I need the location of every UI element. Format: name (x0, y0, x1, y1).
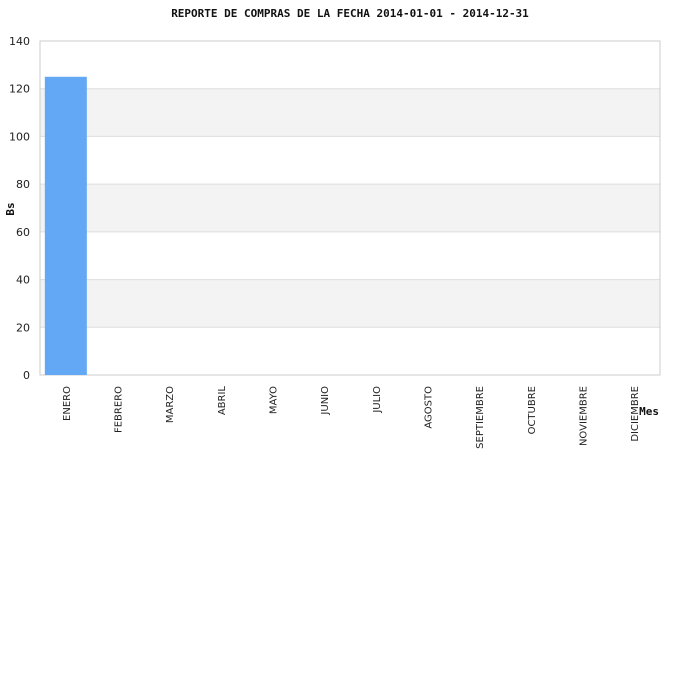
bars (44, 76, 87, 376)
y-tick-label: 60 (16, 226, 30, 239)
y-axis-label: Bs (4, 202, 17, 215)
x-tick-labels: ENERO FEBRERO MARZO ABRIL MAYO JUNIO JULIO AGOS… (62, 386, 641, 449)
grid-band (40, 88, 660, 137)
y-tick-label: 80 (16, 178, 30, 191)
y-tick-label: 0 (23, 369, 30, 382)
x-tick-label: MAYO (269, 386, 280, 414)
x-tick-label: FEBRERO (114, 386, 125, 433)
x-tick-label: JULIO (372, 386, 383, 414)
y-tick-label: 20 (16, 321, 30, 334)
x-tick-label: OCTUBRE (527, 386, 538, 434)
plot-frame (39, 40, 661, 376)
x-tick-label: MARZO (165, 386, 176, 423)
y-tick-label: 140 (9, 35, 30, 48)
x-tick-label: ENERO (62, 386, 73, 421)
gridlines (40, 40, 660, 376)
x-axis-label: Mes (639, 405, 659, 418)
x-tick-label: NOVIEMBRE (579, 386, 590, 446)
y-tick-labels: 0 20 40 60 80 100 120 140 (9, 35, 30, 382)
x-tick-label: SEPTIEMBRE (475, 386, 486, 449)
y-tick-label: 120 (9, 83, 30, 96)
bar-enero (44, 76, 87, 376)
x-tick-label: JUNIO (320, 386, 331, 416)
y-tick-label: 40 (16, 274, 30, 287)
grid-band (40, 279, 660, 328)
x-tick-label: DICIEMBRE (630, 386, 641, 442)
grid-band (40, 184, 660, 232)
chart-title: REPORTE DE COMPRAS DE LA FECHA 2014-01-0… (171, 7, 529, 20)
x-tick-label: ABRIL (217, 386, 228, 416)
y-tick-label: 100 (9, 130, 30, 143)
grid-bands (40, 88, 660, 328)
x-tick-label: AGOSTO (424, 386, 435, 429)
